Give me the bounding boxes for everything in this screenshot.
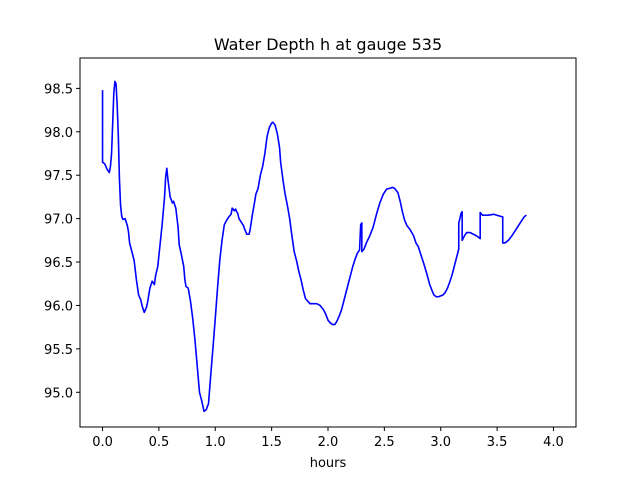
x-tick-label: 0.5 [149, 435, 170, 450]
y-tick-label: 98.0 [44, 126, 73, 141]
x-tick-label: 3.5 [487, 435, 508, 450]
x-axis: 0.0 0.5 1.0 1.5 2.0 2.5 3.0 3.5 4.0 [92, 427, 564, 450]
y-axis: 95.0 95.5 96.0 96.5 97.0 97.5 98.0 98.5 [44, 82, 80, 401]
x-tick-label: 4.0 [543, 435, 564, 450]
y-tick-label: 96.0 [44, 299, 73, 314]
y-tick-label: 97.0 [44, 213, 73, 228]
x-tick-label: 3.0 [430, 435, 451, 450]
y-tick-label: 95.5 [44, 343, 73, 358]
y-tick-label: 96.5 [44, 256, 73, 271]
x-axis-label: hours [310, 456, 347, 471]
y-tick-label: 95.0 [44, 386, 73, 401]
x-tick-label: 2.0 [318, 435, 339, 450]
x-tick-label: 0.0 [92, 435, 113, 450]
x-tick-label: 1.5 [261, 435, 282, 450]
series-line [101, 80, 527, 413]
y-tick-label: 97.5 [44, 169, 73, 184]
chart-title: Water Depth h at gauge 535 [214, 35, 442, 54]
x-tick-label: 2.5 [374, 435, 395, 450]
y-tick-label: 98.5 [44, 82, 73, 97]
plot-frame [79, 57, 577, 428]
x-tick-label: 1.0 [205, 435, 226, 450]
